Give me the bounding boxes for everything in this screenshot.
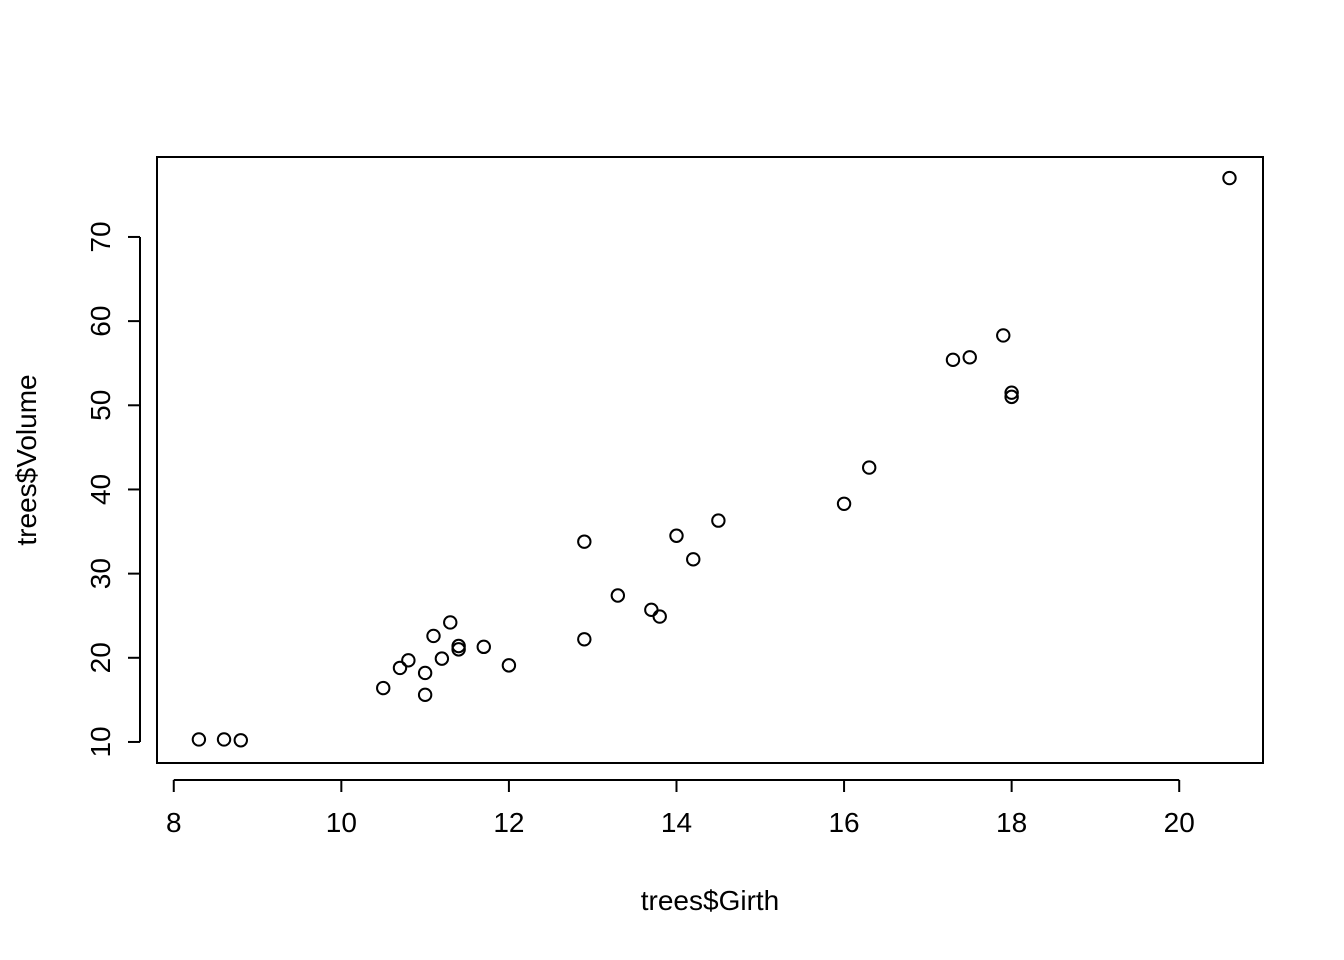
x-tick-label: 12 (493, 807, 524, 838)
data-point (434, 651, 450, 666)
x-tick-label: 16 (828, 807, 859, 838)
x-tick-label: 8 (166, 807, 182, 838)
data-point (443, 615, 458, 630)
y-axis: 10 20 30 40 50 60 70 (85, 221, 141, 758)
data-point (836, 496, 852, 511)
data-point (610, 588, 626, 603)
data-point (1004, 389, 1019, 405)
y-tick-label: 70 (85, 221, 116, 252)
data-point (861, 460, 877, 475)
data-point (652, 609, 667, 624)
x-axis-label: trees$Girth (641, 885, 780, 916)
data-point (426, 628, 441, 644)
y-tick-label: 10 (85, 726, 116, 757)
y-tick-label: 40 (85, 474, 116, 505)
x-axis: 8 10 12 14 16 18 20 (166, 779, 1195, 838)
y-tick-label: 50 (85, 390, 116, 421)
data-point (1004, 385, 1019, 400)
data-point (711, 513, 726, 528)
data-point (501, 658, 517, 673)
data-point (686, 552, 701, 567)
data-point (392, 660, 408, 676)
x-tick-label: 14 (661, 807, 692, 838)
data-points (191, 170, 1237, 748)
data-point (1222, 170, 1237, 186)
data-point (962, 350, 977, 365)
x-tick-label: 18 (996, 807, 1027, 838)
data-point (577, 632, 592, 647)
data-point (233, 733, 248, 748)
y-tick-label: 30 (85, 558, 116, 589)
data-point (996, 328, 1011, 343)
y-axis-label: trees$Volume (11, 374, 42, 545)
data-point (451, 638, 466, 654)
y-tick-label: 60 (85, 306, 116, 337)
data-point (577, 534, 592, 549)
data-point (417, 687, 433, 703)
y-tick-label: 20 (85, 642, 116, 673)
x-tick-label: 20 (1164, 807, 1195, 838)
data-point (191, 732, 207, 747)
data-point (216, 732, 232, 747)
plot-frame (156, 156, 1264, 764)
data-point (376, 680, 391, 696)
x-tick-label: 10 (326, 807, 357, 838)
data-point (476, 639, 491, 655)
data-point (401, 653, 416, 668)
data-point (417, 665, 433, 681)
data-point (945, 352, 961, 368)
data-point (669, 528, 684, 543)
